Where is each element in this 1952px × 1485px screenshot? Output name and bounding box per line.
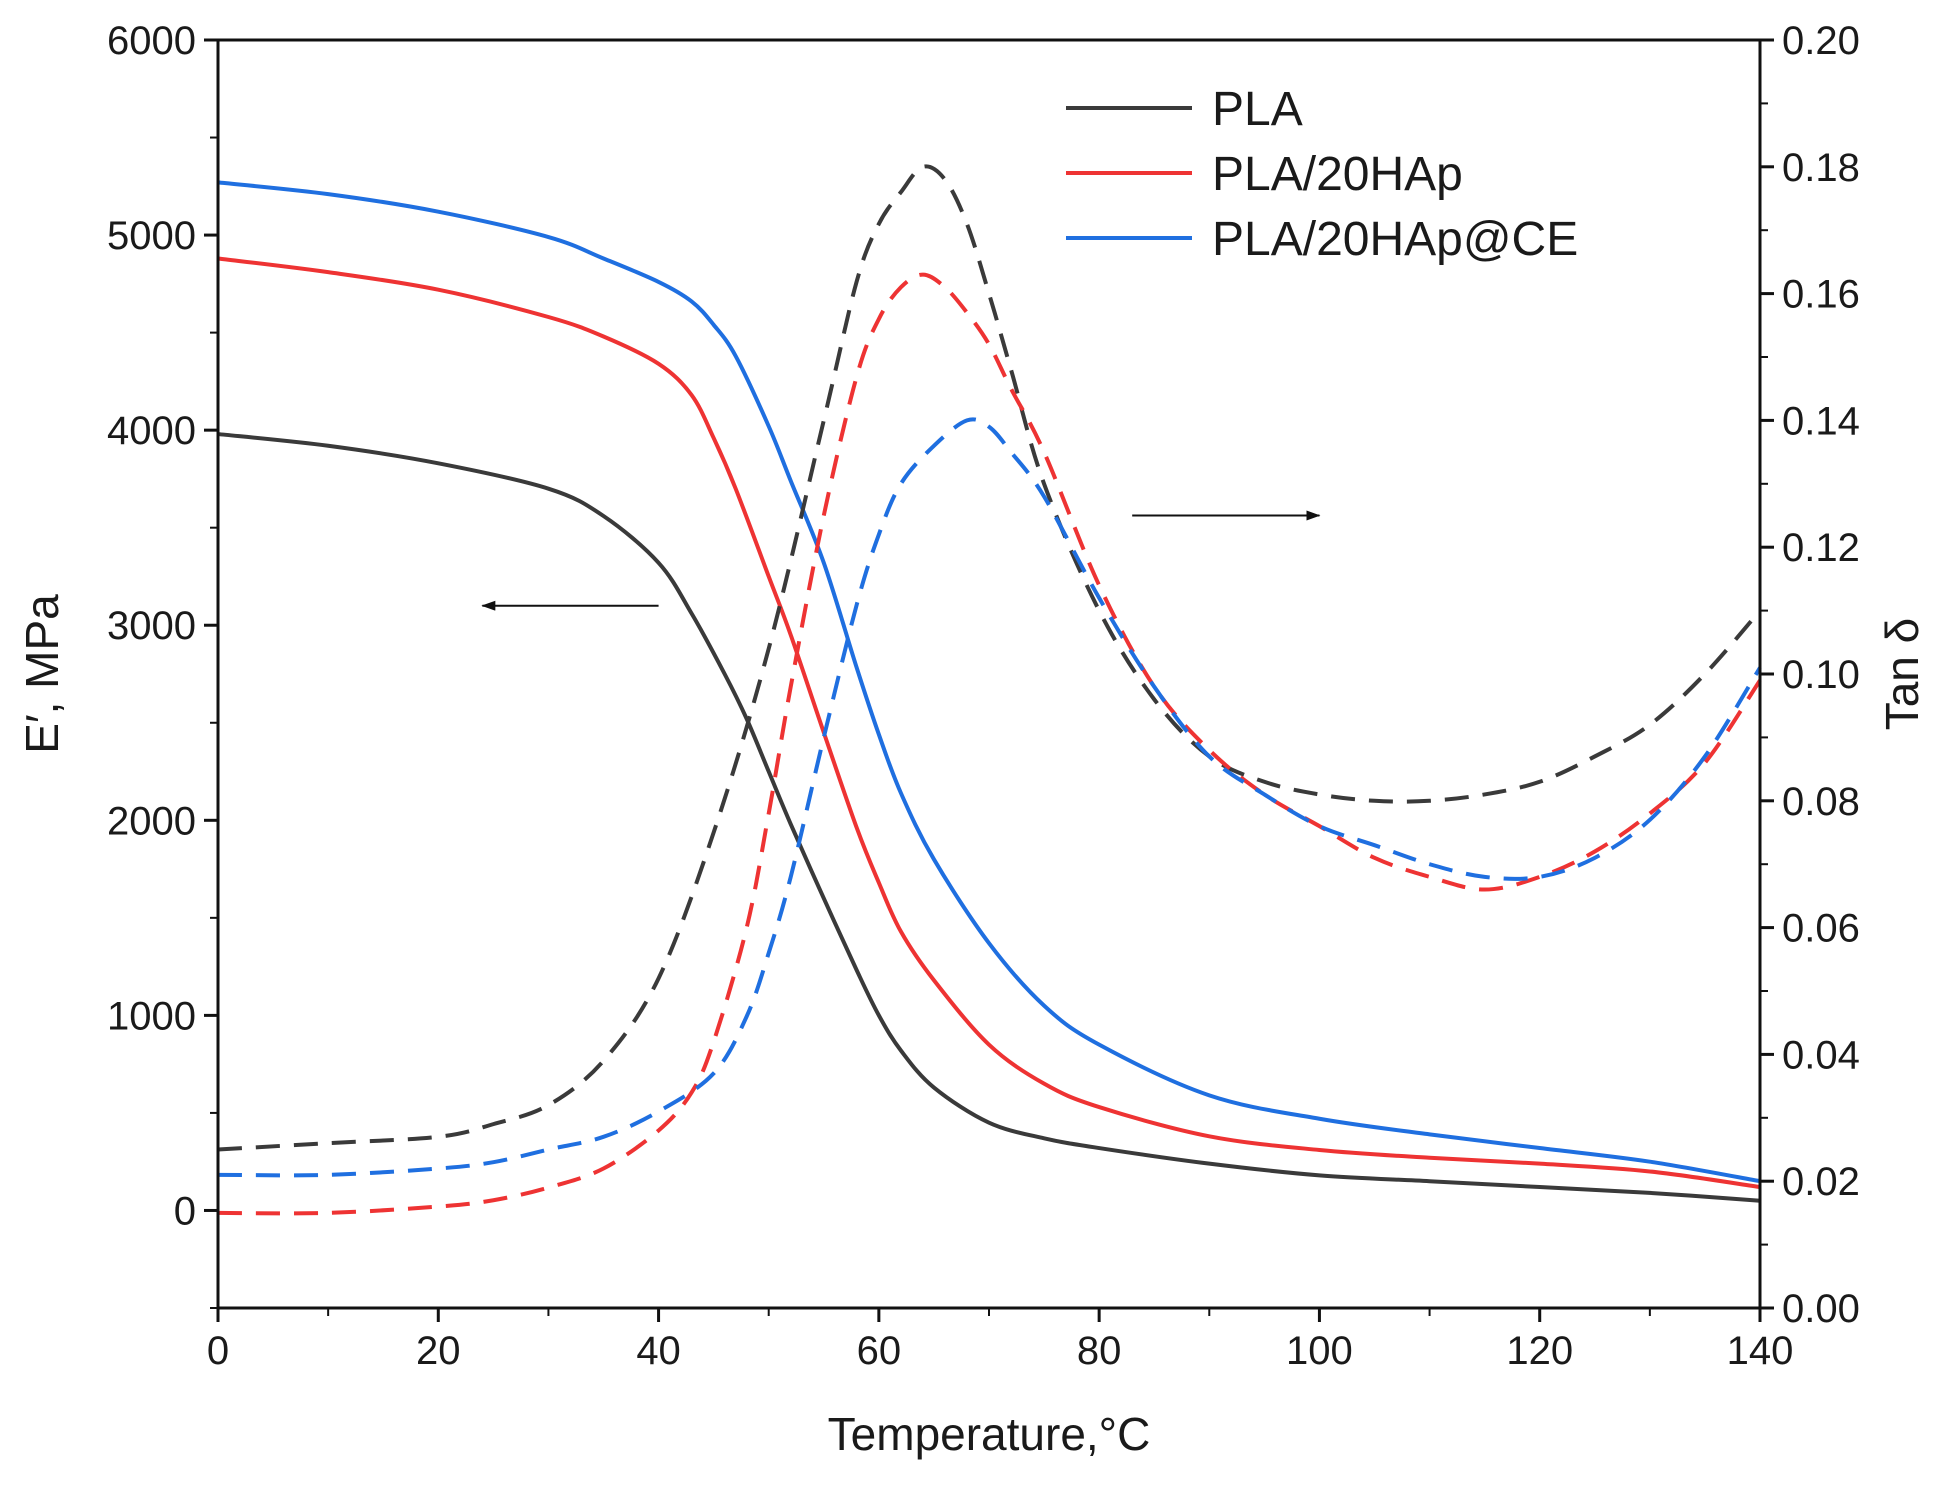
x-tick-label: 80 [1077,1329,1122,1373]
y-right-tick-label: 0.04 [1782,1033,1860,1077]
y-right-tick-label: 0.06 [1782,907,1860,951]
annotations-layer [481,510,1321,611]
x-tick-label: 20 [416,1329,461,1373]
x-tick-label: 140 [1727,1329,1794,1373]
labels-layer: 0 20 40 60 80 100 120 140 0 1000 2000 3000 4000 5000 6… [107,19,1860,1373]
tan-delta-line-pla [217,164,1762,1152]
legend: PLA PLA/20HAp PLA/20HAp@CE [1066,83,1578,266]
y-left-tick-label: 4000 [107,409,196,453]
legend-label-pla-20hap-ce: PLA/20HAp@CE [1212,213,1578,266]
modulus-line-pla-20hap-ce [217,180,1761,1184]
legend-label-pla: PLA [1212,83,1303,136]
x-tick-label: 40 [636,1329,681,1373]
y-right-tick-label: 0.16 [1782,273,1860,317]
x-tick-label: 100 [1286,1329,1353,1373]
modulus-line-pla-20hap [217,256,1761,1190]
legend-label-pla-20hap: PLA/20HAp [1212,148,1463,201]
y-left-tick-label: 2000 [107,799,196,843]
y-right-tick-label: 0.14 [1782,399,1860,443]
y-axis-left-title: E′, MPa [16,594,68,754]
x-tick-label: 120 [1506,1329,1573,1373]
y-right-tick-label: 0.18 [1782,146,1860,190]
x-tick-label: 0 [207,1329,229,1373]
y-left-tick-label: 0 [174,1189,196,1233]
y-right-tick-label: 0.10 [1782,653,1860,697]
tan-delta-line-pla-20hap-ce [217,417,1762,1178]
modulus-line-pla [217,432,1761,1203]
y-right-tick-label: 0.00 [1782,1287,1860,1331]
y-left-tick-label: 1000 [107,994,196,1038]
y-left-tick-label: 3000 [107,604,196,648]
series-layer [217,164,1762,1216]
y-right-tick-label: 0.20 [1782,19,1860,63]
y-axis-right-title: Tan δ [1876,618,1928,731]
y-right-tick-label: 0.02 [1782,1160,1860,1204]
tan-delta-line-pla-20hap [217,272,1762,1216]
y-left-tick-label: 5000 [107,214,196,258]
x-tick-label: 60 [857,1329,902,1373]
y-right-tick-label: 0.08 [1782,780,1860,824]
y-right-tick-label: 0.12 [1782,526,1860,570]
y-left-tick-label: 6000 [107,19,196,63]
x-axis-title: Temperature,°C [828,1408,1151,1460]
ticks-layer [204,38,1774,1322]
